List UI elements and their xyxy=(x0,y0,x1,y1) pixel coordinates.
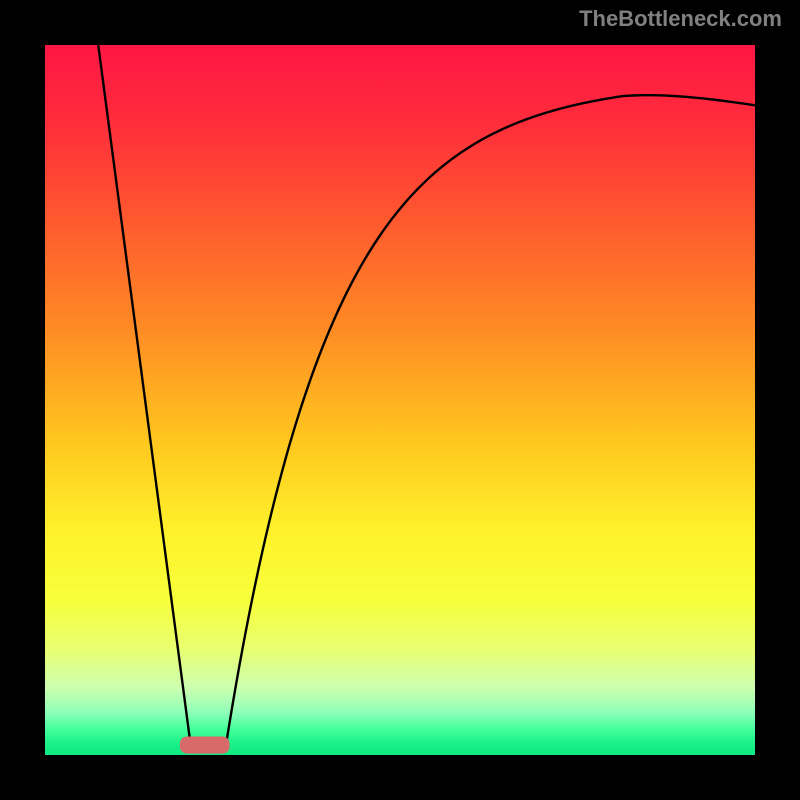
chart-svg xyxy=(0,0,800,800)
watermark-text: TheBottleneck.com xyxy=(579,6,782,32)
bottleneck-chart: TheBottleneck.com xyxy=(0,0,800,800)
gradient-background xyxy=(45,45,755,755)
chart-frame-fill xyxy=(0,45,45,755)
chart-frame-fill xyxy=(755,45,800,755)
optimum-marker xyxy=(180,737,230,754)
chart-frame-fill xyxy=(0,755,800,800)
